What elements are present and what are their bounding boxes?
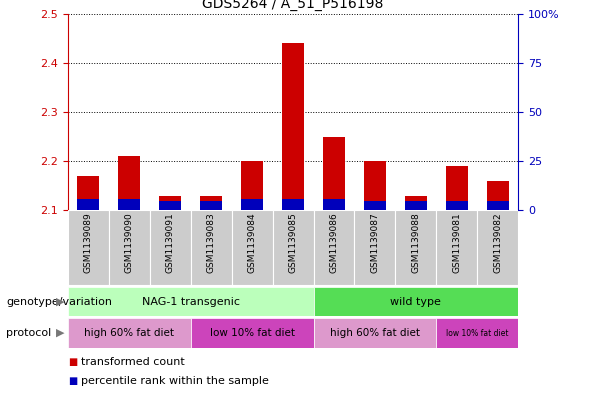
Bar bbox=[150, 210, 191, 285]
Text: ■: ■ bbox=[68, 376, 77, 386]
Text: percentile rank within the sample: percentile rank within the sample bbox=[81, 376, 269, 386]
Text: GSM1139081: GSM1139081 bbox=[452, 213, 461, 273]
Text: GSM1139088: GSM1139088 bbox=[411, 213, 421, 273]
Bar bbox=[118, 199, 140, 210]
Text: ■: ■ bbox=[68, 356, 77, 367]
Text: wild type: wild type bbox=[391, 297, 441, 307]
Bar bbox=[159, 196, 181, 210]
Bar bbox=[446, 166, 468, 210]
Text: high 60% fat diet: high 60% fat diet bbox=[330, 328, 420, 338]
Text: GSM1139087: GSM1139087 bbox=[370, 213, 379, 273]
Text: ▶: ▶ bbox=[56, 297, 64, 307]
Text: GSM1139089: GSM1139089 bbox=[84, 213, 92, 273]
Bar bbox=[313, 318, 436, 348]
Bar bbox=[313, 287, 518, 316]
Bar bbox=[282, 199, 305, 210]
Bar bbox=[405, 202, 427, 210]
Text: transformed count: transformed count bbox=[81, 356, 184, 367]
Bar bbox=[241, 161, 263, 210]
Bar bbox=[282, 43, 305, 210]
Bar bbox=[487, 181, 509, 210]
Title: GDS5264 / A_51_P516198: GDS5264 / A_51_P516198 bbox=[203, 0, 383, 11]
Text: GSM1139082: GSM1139082 bbox=[494, 213, 502, 273]
Bar bbox=[436, 210, 477, 285]
Bar bbox=[363, 202, 386, 210]
Bar bbox=[68, 210, 109, 285]
Text: GSM1139085: GSM1139085 bbox=[289, 213, 297, 273]
Text: ▶: ▶ bbox=[56, 328, 64, 338]
Text: GSM1139090: GSM1139090 bbox=[125, 213, 134, 273]
Bar bbox=[323, 199, 345, 210]
Text: GSM1139086: GSM1139086 bbox=[329, 213, 339, 273]
Bar bbox=[231, 210, 273, 285]
Text: genotype/variation: genotype/variation bbox=[6, 297, 112, 307]
Text: GSM1139083: GSM1139083 bbox=[207, 213, 216, 273]
Bar bbox=[191, 318, 313, 348]
Bar bbox=[363, 161, 386, 210]
Bar bbox=[446, 202, 468, 210]
Bar bbox=[159, 202, 181, 210]
Bar bbox=[477, 210, 518, 285]
Bar bbox=[118, 156, 140, 210]
Text: high 60% fat diet: high 60% fat diet bbox=[84, 328, 174, 338]
Bar bbox=[68, 287, 313, 316]
Text: GSM1139091: GSM1139091 bbox=[166, 213, 175, 273]
Text: NAG-1 transgenic: NAG-1 transgenic bbox=[141, 297, 240, 307]
Bar bbox=[436, 318, 518, 348]
Bar bbox=[241, 199, 263, 210]
Bar bbox=[109, 210, 150, 285]
Bar bbox=[68, 318, 191, 348]
Bar bbox=[200, 202, 223, 210]
Bar bbox=[323, 136, 345, 210]
Bar bbox=[77, 199, 100, 210]
Text: low 10% fat diet: low 10% fat diet bbox=[446, 329, 509, 338]
Bar bbox=[395, 210, 436, 285]
Bar bbox=[200, 196, 223, 210]
Text: GSM1139084: GSM1139084 bbox=[247, 213, 257, 273]
Bar bbox=[273, 210, 313, 285]
Bar bbox=[355, 210, 395, 285]
Bar bbox=[191, 210, 231, 285]
Bar bbox=[313, 210, 355, 285]
Text: protocol: protocol bbox=[6, 328, 51, 338]
Bar bbox=[405, 196, 427, 210]
Bar bbox=[487, 202, 509, 210]
Text: low 10% fat diet: low 10% fat diet bbox=[210, 328, 294, 338]
Bar bbox=[77, 176, 100, 210]
